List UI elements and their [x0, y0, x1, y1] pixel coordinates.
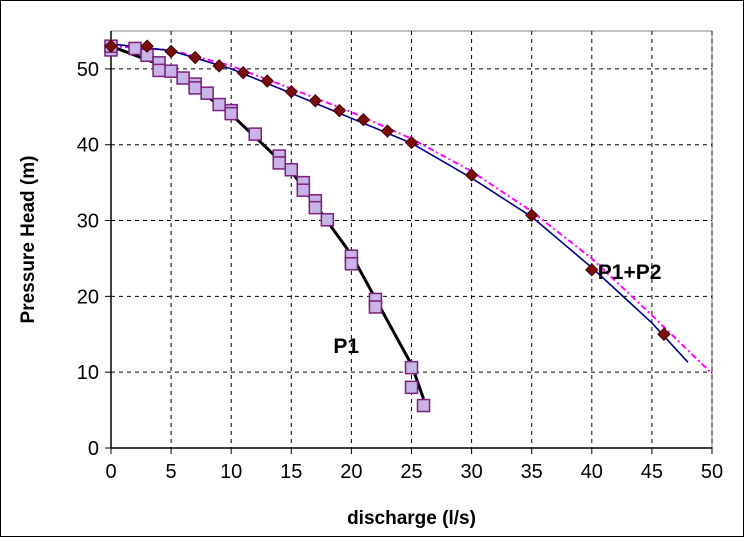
series-p1-point [176, 71, 190, 85]
series-label-p1: P1 [333, 335, 359, 358]
series-p1-point [368, 300, 383, 314]
series-p1-p2-point [212, 59, 226, 73]
x-tick-label: 45 [641, 461, 663, 483]
series-layer [104, 39, 713, 413]
x-tick-label: 25 [400, 461, 422, 483]
grid-lines [111, 31, 713, 448]
y-tick-label: 40 [77, 135, 99, 157]
x-tick-label: 0 [105, 461, 116, 483]
series-p1-p2-point [140, 39, 154, 53]
series-p1-p2-point [236, 65, 250, 80]
series-p1-p2-dashed-line [110, 45, 713, 375]
series-p1-point [296, 183, 311, 197]
x-tick-label: 10 [220, 461, 242, 483]
series-p1-point [200, 86, 214, 100]
series-p1-point [164, 64, 178, 78]
labels-layer: discharge (l/s) Pressure Head (m) P1 P1+… [18, 156, 661, 529]
series-p1-p2-point [585, 263, 599, 277]
series-p1-point [188, 81, 202, 95]
y-tick-label: 30 [77, 211, 99, 233]
x-tick-label: 15 [280, 461, 302, 483]
x-tick-label: 50 [701, 461, 723, 483]
y-tick-label: 20 [77, 286, 99, 308]
series-p1-p2-point [284, 84, 299, 99]
series-label-p1-p2: P1+P2 [598, 261, 662, 284]
series-p1-point [344, 257, 359, 271]
y-tick-label: 10 [77, 362, 99, 384]
series-p1-point [248, 127, 262, 141]
x-axis-title: discharge (l/s) [347, 508, 476, 529]
series-p1-p2-point [356, 113, 371, 127]
series-p1-p2-point [404, 135, 419, 150]
series-p1-p2-point [332, 103, 347, 118]
series-p1-point [284, 162, 299, 177]
x-tick-label: 40 [581, 461, 603, 483]
series-p1-point [128, 41, 142, 56]
series-p1-point [320, 213, 335, 227]
series-p1-point [152, 63, 166, 78]
series-p1-p2-point [380, 124, 395, 138]
series-p1-point [272, 156, 287, 170]
x-tick-label: 35 [521, 461, 543, 483]
y-axis-title: Pressure Head (m) [18, 156, 39, 324]
series-p1-point [308, 200, 323, 215]
x-tick-label: 30 [460, 461, 482, 483]
series-p1-point [404, 360, 419, 375]
series-p1-point [212, 97, 226, 112]
series-p1-point [416, 398, 431, 413]
series-p1-p2-point [524, 208, 539, 222]
series-p1-p2-point [188, 50, 202, 65]
series-p1-point [404, 380, 419, 395]
series-p1-p2-point [260, 74, 274, 88]
y-tick-label: 0 [88, 438, 99, 460]
series-p1-p2-point [308, 94, 323, 108]
series-p1-p2-point [464, 168, 479, 182]
series-p1-point [224, 106, 238, 121]
series-p1-p2-point [657, 327, 671, 341]
series-p1-p2-point [164, 44, 178, 59]
y-tick-label: 50 [77, 59, 99, 81]
series-p1-p2-point [104, 39, 118, 53]
x-tick-label: 20 [340, 461, 362, 483]
axes: 0 5 10 15 20 25 30 35 40 45 50 0 10 20 30 40 50 [77, 31, 723, 483]
x-tick-label: 5 [166, 461, 177, 483]
